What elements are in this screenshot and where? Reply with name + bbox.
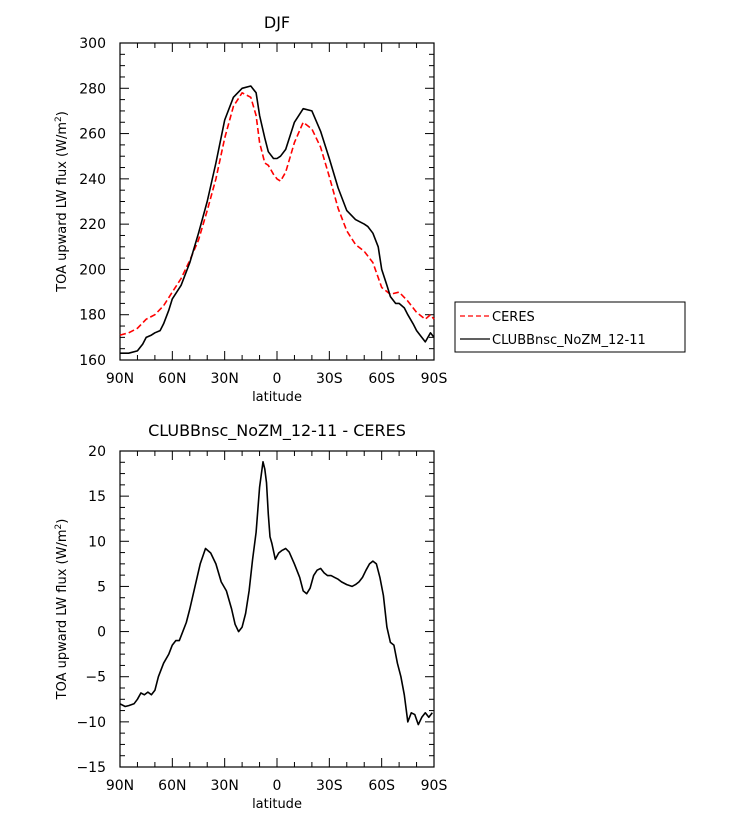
series-line-1 — [120, 85, 435, 355]
legend: CERES CLUBBnsc_NoZM_12-11 — [454, 301, 686, 353]
y-tick-label: 220 — [79, 217, 106, 233]
chart-title: DJF — [264, 13, 290, 32]
legend-label-ceres: CERES — [492, 310, 535, 325]
x-tick-label: 30N — [211, 371, 239, 387]
x-tick-label: 60N — [158, 778, 186, 794]
y-tick-label: 280 — [79, 81, 106, 97]
x-tick-label: 30S — [316, 778, 343, 794]
series-line-0 — [119, 460, 433, 726]
x-tick-label: 90N — [106, 371, 134, 387]
y-axis-label-close: ) — [55, 111, 70, 116]
y-tick-label: 0 — [97, 625, 106, 641]
x-tick-label: 0 — [273, 778, 282, 794]
x-tick-label: 30S — [316, 371, 343, 387]
x-tick-label: 60N — [158, 371, 186, 387]
x-tick-label: 60S — [368, 371, 395, 387]
y-axis-label-superscript: 2 — [54, 524, 64, 530]
y-tick-label: 200 — [79, 262, 106, 278]
y-tick-label: 300 — [79, 36, 106, 52]
x-tick-label: 0 — [273, 371, 282, 387]
y-tick-label: 10 — [88, 534, 106, 550]
y-axis-label-close: ) — [55, 519, 70, 524]
x-tick-label: 90S — [421, 778, 448, 794]
y-axis-label-main: TOA upward LW flux (W/m — [55, 529, 70, 700]
y-tick-label: −10 — [76, 715, 106, 731]
x-tick-label: 30N — [211, 778, 239, 794]
plot-frame — [119, 450, 435, 768]
x-tick-label: 90N — [106, 778, 134, 794]
y-tick-label: 180 — [79, 308, 106, 324]
y-axis-label-main: TOA upward LW flux (W/m — [55, 122, 70, 293]
bottom-panel-difference: CLUBBnsc_NoZM_12-11 - CERES 90N 60N 30N 0 30S… — [54, 421, 447, 812]
y-tick-label: 160 — [79, 353, 106, 369]
top-panel-djf: DJF 90N 60N 30N 0 30S 60S 90S 160 180 200 220 240 260… — [54, 13, 447, 405]
y-tick-label: 15 — [88, 489, 106, 505]
x-tick-label: 60S — [368, 778, 395, 794]
y-tick-label: 20 — [88, 444, 106, 460]
legend-box — [454, 301, 686, 353]
y-tick-label: −5 — [85, 670, 106, 686]
y-tick-label: −15 — [76, 760, 106, 776]
x-tick-label: 90S — [421, 371, 448, 387]
series-line-0 — [119, 92, 435, 336]
x-axis-label: latitude — [252, 390, 302, 405]
legend-label-clubb: CLUBBnsc_NoZM_12-11 — [492, 333, 646, 348]
y-tick-label: 240 — [79, 172, 106, 188]
y-tick-label: 260 — [79, 127, 106, 143]
y-axis-label: TOA upward LW flux (W/m2) — [54, 111, 70, 293]
x-axis-label: latitude — [252, 797, 302, 812]
y-axis-label: TOA upward LW flux (W/m2) — [54, 519, 70, 701]
y-tick-label: 5 — [97, 579, 106, 595]
chart-title: CLUBBnsc_NoZM_12-11 - CERES — [148, 421, 406, 441]
y-axis-label-superscript: 2 — [54, 116, 64, 122]
